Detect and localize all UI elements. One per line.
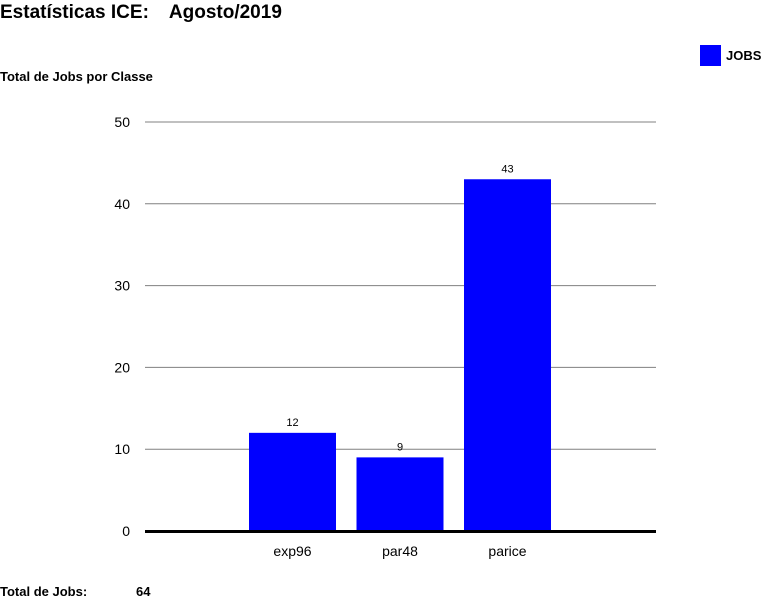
y-tick-label: 10 bbox=[114, 441, 130, 457]
legend-label-jobs: JOBS bbox=[726, 48, 762, 63]
y-tick-label: 50 bbox=[114, 114, 130, 130]
legend-swatch-jobs bbox=[700, 45, 721, 66]
total-jobs-label: Total de Jobs: bbox=[0, 584, 88, 599]
x-tick-label: parice bbox=[488, 543, 526, 559]
x-tick-label: par48 bbox=[382, 543, 418, 559]
data-label-exp96: 12 bbox=[286, 417, 298, 429]
data-label-parice: 43 bbox=[501, 163, 513, 175]
chart-title: Total de Jobs por Classe bbox=[0, 69, 153, 84]
y-tick-label: 0 bbox=[122, 523, 130, 539]
chart-legend: JOBS bbox=[700, 45, 761, 66]
y-tick-label: 20 bbox=[114, 359, 130, 375]
data-label-par48: 9 bbox=[397, 441, 403, 453]
y-tick-label: 40 bbox=[114, 196, 130, 212]
y-tick-label: 30 bbox=[114, 278, 130, 294]
total-jobs-summary: Total de Jobs: 64 bbox=[0, 584, 150, 599]
report-period: Agosto/2019 bbox=[168, 2, 282, 23]
bar-parice bbox=[464, 179, 551, 531]
total-jobs-value: 64 bbox=[136, 584, 151, 599]
page-title-text: Estatísticas ICE: bbox=[0, 2, 149, 23]
bar-par48 bbox=[356, 457, 444, 531]
bar-exp96 bbox=[249, 432, 336, 531]
x-tick-label: exp96 bbox=[273, 543, 311, 559]
page-title: Estatísticas ICE: Agosto/2019 bbox=[0, 2, 282, 24]
